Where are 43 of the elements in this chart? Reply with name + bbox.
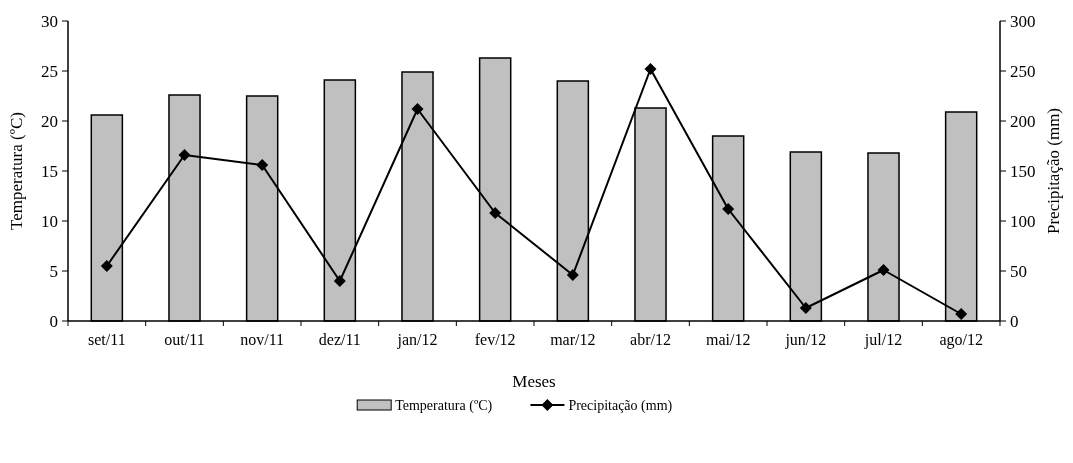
legend-label: Precipitação (mm): [568, 398, 673, 414]
x-tick-label: ago/12: [939, 331, 983, 349]
y-tick-label: 10: [41, 212, 58, 231]
point: [877, 264, 890, 276]
point: [100, 260, 113, 272]
y2-tick-label: 0: [1010, 312, 1019, 331]
point: [411, 103, 424, 115]
x-tick-label: nov/11: [240, 331, 285, 348]
point: [256, 159, 269, 171]
x-tick-label: mar/12: [550, 331, 596, 348]
point: [489, 207, 502, 219]
y-axis-title: Temperatura (ºC): [7, 112, 26, 230]
y-tick-label: 5: [49, 262, 58, 281]
point: [333, 275, 346, 287]
y2-tick-label: 200: [1010, 112, 1036, 131]
y2-tick-label: 250: [1010, 62, 1036, 81]
y2-tick-label: 300: [1010, 12, 1036, 31]
point: [178, 149, 191, 161]
x-tick-label: dez/11: [318, 331, 361, 348]
y-tick-label: 25: [41, 62, 58, 81]
x-tick-label: mai/12: [705, 331, 751, 348]
legend-label: Temperatura (ºC): [395, 398, 493, 414]
point: [799, 302, 812, 314]
x-tick-label: abr/12: [630, 331, 671, 348]
x-tick-label: out/11: [164, 331, 205, 348]
x-axis-title: Meses: [512, 372, 556, 391]
x-tick-label: jun/12: [784, 331, 827, 349]
point: [722, 203, 735, 215]
y2-axis-title: Precipitação (mm): [1044, 107, 1063, 235]
point: [644, 63, 657, 75]
point: [566, 269, 579, 281]
y-tick-label: 0: [49, 312, 58, 331]
y2-tick-label: 150: [1010, 162, 1036, 181]
y2-tick-label: 100: [1010, 212, 1036, 231]
y-tick-label: 15: [41, 162, 58, 181]
point: [955, 308, 968, 320]
y-tick-label: 30: [41, 12, 58, 31]
x-tick-label: set/11: [88, 331, 126, 348]
y-tick-label: 20: [41, 112, 58, 131]
x-tick-label: fev/12: [474, 331, 516, 348]
x-tick-label: jan/12: [396, 331, 438, 349]
x-tick-label: jul/12: [863, 331, 903, 349]
y2-tick-label: 50: [1010, 262, 1027, 281]
